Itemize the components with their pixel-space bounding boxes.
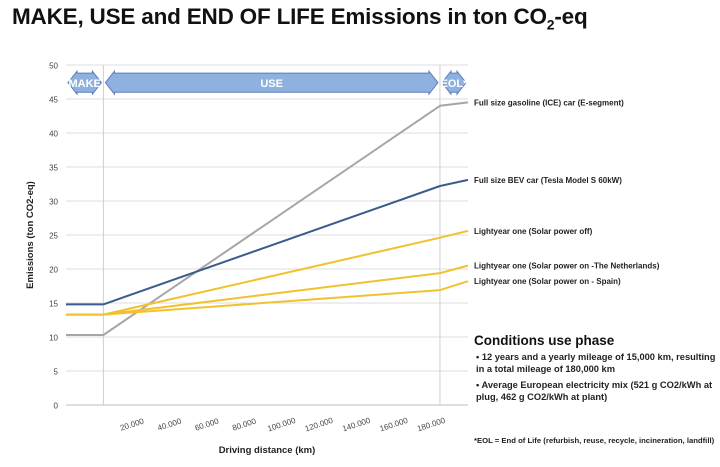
grid xyxy=(66,64,468,405)
phase-arrow-eol xyxy=(441,69,467,96)
condition-item-mileage: • 12 years and a yearly mileage of 15,00… xyxy=(476,352,716,374)
y-tick-label: 15 xyxy=(49,300,58,309)
x-tick-label: 180.000 xyxy=(416,416,447,434)
y-axis-title: Emissions (ton CO2-eq) xyxy=(25,181,36,289)
y-tick-label: 45 xyxy=(49,96,58,105)
series-line-0 xyxy=(66,101,469,336)
conditions-title: Conditions use phase xyxy=(474,333,615,348)
chart-title: MAKE, USE and END OF LIFE Emissions in t… xyxy=(12,4,588,33)
y-tick-label: 0 xyxy=(54,402,59,411)
y-tick-label: 10 xyxy=(49,334,58,343)
y-tick-label: 25 xyxy=(49,232,58,241)
x-axis-title: Driving distance (km) xyxy=(219,445,316,456)
phase-label: MAKE xyxy=(69,78,101,90)
y-tick-label: 30 xyxy=(49,198,58,207)
phase-label: USE xyxy=(260,78,283,90)
series-label-0: Full size gasoline (ICE) car (E-segment) xyxy=(474,98,624,107)
x-tick-label: 120.000 xyxy=(304,416,335,434)
phase-arrow-make xyxy=(67,69,103,96)
series-label-4: Lightyear one (Solar power on - Spain) xyxy=(474,277,621,286)
series-label-2: Lightyear one (Solar power off) xyxy=(474,227,593,236)
y-tick-label: 40 xyxy=(49,130,58,139)
y-tick-label: 5 xyxy=(54,368,59,377)
x-tick-label: 100.000 xyxy=(266,416,297,434)
y-tick-label: 50 xyxy=(49,62,58,71)
phase-arrow-use xyxy=(104,69,439,96)
series-line-4 xyxy=(66,280,469,316)
axes: 0 5 10 15 20 25 30 35 40 45 50 20.000 40.000 60.000 80… xyxy=(25,62,468,456)
x-tick-label: 140.000 xyxy=(341,416,372,434)
x-tick-label: 20.000 xyxy=(119,416,146,432)
x-tick-label: 160.000 xyxy=(379,416,410,434)
x-tick-label: 40.000 xyxy=(156,416,183,432)
x-tick-label: 80.000 xyxy=(231,416,258,432)
eol-footnote: *EOL = End of Life (refurbish, reuse, re… xyxy=(474,436,715,445)
y-tick-label: 35 xyxy=(49,164,58,173)
phase-arrows: MAKE USE EOL* xyxy=(67,69,469,96)
series-line-1 xyxy=(66,178,469,306)
x-tick-label: 60.000 xyxy=(194,416,221,432)
series-label-3: Lightyear one (Solar power on -The Nethe… xyxy=(474,262,660,271)
series-lines xyxy=(66,101,469,336)
series-line-3 xyxy=(66,264,469,316)
series-labels: Full size gasoline (ICE) car (E-segment)… xyxy=(474,98,660,286)
condition-item-electricity: • Average European electricity mix (521 … xyxy=(476,380,713,402)
y-tick-label: 20 xyxy=(49,266,58,275)
phase-label: EOL* xyxy=(441,78,469,90)
series-label-1: Full size BEV car (Tesla Model S 60kW) xyxy=(474,176,622,185)
